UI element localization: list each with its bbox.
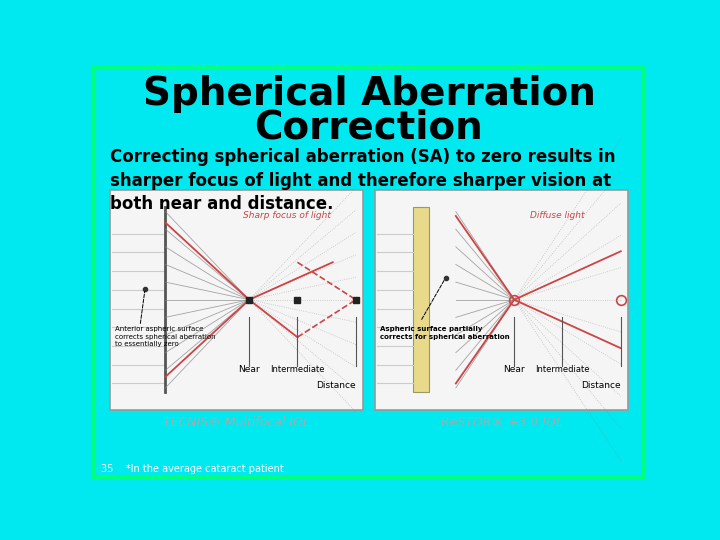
Text: 35    *In the average cataract patient: 35 *In the average cataract patient: [101, 464, 284, 474]
Text: Near: Near: [503, 366, 525, 374]
Text: Diffuse light: Diffuse light: [530, 211, 585, 220]
Text: Aspheric surface partially
corrects for spherical aberration: Aspheric surface partially corrects for …: [379, 326, 509, 340]
Text: Distance: Distance: [581, 381, 621, 390]
Text: Spherical Aberration: Spherical Aberration: [143, 75, 595, 113]
Text: Anterior aspheric surface
corrects spherical aberration
to essentially zero: Anterior aspheric surface corrects spher…: [114, 326, 215, 347]
Text: Intermediate: Intermediate: [270, 366, 325, 374]
Text: Distance: Distance: [316, 381, 356, 390]
Text: Near: Near: [238, 366, 260, 374]
Text: Intermediate: Intermediate: [535, 366, 590, 374]
Bar: [413, 207, 429, 392]
Text: ReSTOR® +3.0 IOL: ReSTOR® +3.0 IOL: [441, 416, 562, 429]
Bar: [374, 190, 629, 410]
Bar: [109, 190, 364, 410]
Text: Correction: Correction: [255, 109, 483, 146]
Text: Correcting spherical aberration (SA) to zero results in
sharper focus of light a: Correcting spherical aberration (SA) to …: [109, 148, 615, 213]
Text: Sharp focus of light: Sharp focus of light: [243, 211, 331, 220]
Text: TECNIS® Multifocal IOL: TECNIS® Multifocal IOL: [163, 416, 310, 429]
